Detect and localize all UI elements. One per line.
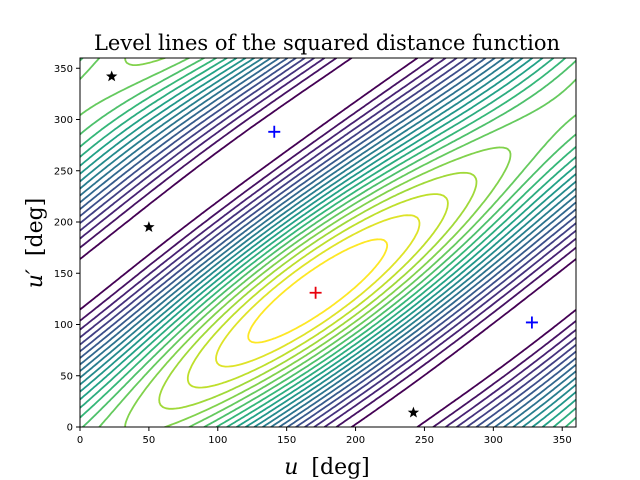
contour-lines <box>80 58 576 427</box>
x-tick-label: 200 <box>346 435 365 446</box>
x-axis-ticks: 0 50 100 150 200 250 300 350 <box>77 427 572 446</box>
y-tick-label: 200 <box>54 218 73 229</box>
x-tick-label: 250 <box>415 435 434 446</box>
y-axis-ticks: 0 50 100 150 200 250 300 350 <box>54 64 80 434</box>
y-tick-label: 250 <box>54 166 73 177</box>
contour-level <box>124 58 512 427</box>
y-tick-label: 150 <box>54 269 73 280</box>
contour-level <box>186 193 449 389</box>
x-axis-label: u [deg] <box>284 455 370 480</box>
y-tick-label: 100 <box>54 320 73 331</box>
plot-frame <box>79 57 577 428</box>
y-tick-label: 300 <box>54 115 73 126</box>
x-tick-label: 300 <box>484 435 503 446</box>
saddle-point-star-marker <box>143 221 155 232</box>
contour-level <box>80 58 576 427</box>
minimum-plus-marker <box>525 316 538 329</box>
contour-level <box>80 58 576 427</box>
contour-level <box>80 58 576 427</box>
x-axis-unit: [deg] <box>311 455 369 480</box>
contour-level <box>80 58 576 427</box>
y-axis-variable: u′ <box>23 269 48 288</box>
x-tick-label: 350 <box>553 435 572 446</box>
y-axis-label: u′ [deg] <box>23 198 48 289</box>
y-tick-label: 50 <box>60 371 73 382</box>
minimum-plus-marker <box>268 125 281 138</box>
contour-level <box>80 58 576 427</box>
critical-point-markers <box>105 70 538 418</box>
x-tick-label: 0 <box>77 435 83 446</box>
x-axis-variable: u <box>284 455 298 480</box>
contour-level <box>80 58 576 427</box>
contour-level <box>80 58 576 427</box>
x-tick-label: 150 <box>277 435 296 446</box>
saddle-point-star-marker <box>407 406 420 418</box>
chart-title: Level lines of the squared distance func… <box>94 31 560 55</box>
x-tick-label: 100 <box>208 435 227 446</box>
contour-level <box>80 58 576 427</box>
contour-level <box>80 58 576 427</box>
contour-level <box>158 171 478 410</box>
contour-level <box>247 238 389 344</box>
contour-level <box>80 58 576 427</box>
saddle-point-star-marker <box>105 70 118 82</box>
plot-background <box>80 58 576 427</box>
y-tick-label: 350 <box>54 64 73 75</box>
y-tick-label: 0 <box>67 423 73 434</box>
contour-level <box>215 214 421 368</box>
x-tick-label: 50 <box>143 435 156 446</box>
y-axis-unit: [deg] <box>23 198 48 256</box>
maximum-plus-marker <box>309 286 322 299</box>
